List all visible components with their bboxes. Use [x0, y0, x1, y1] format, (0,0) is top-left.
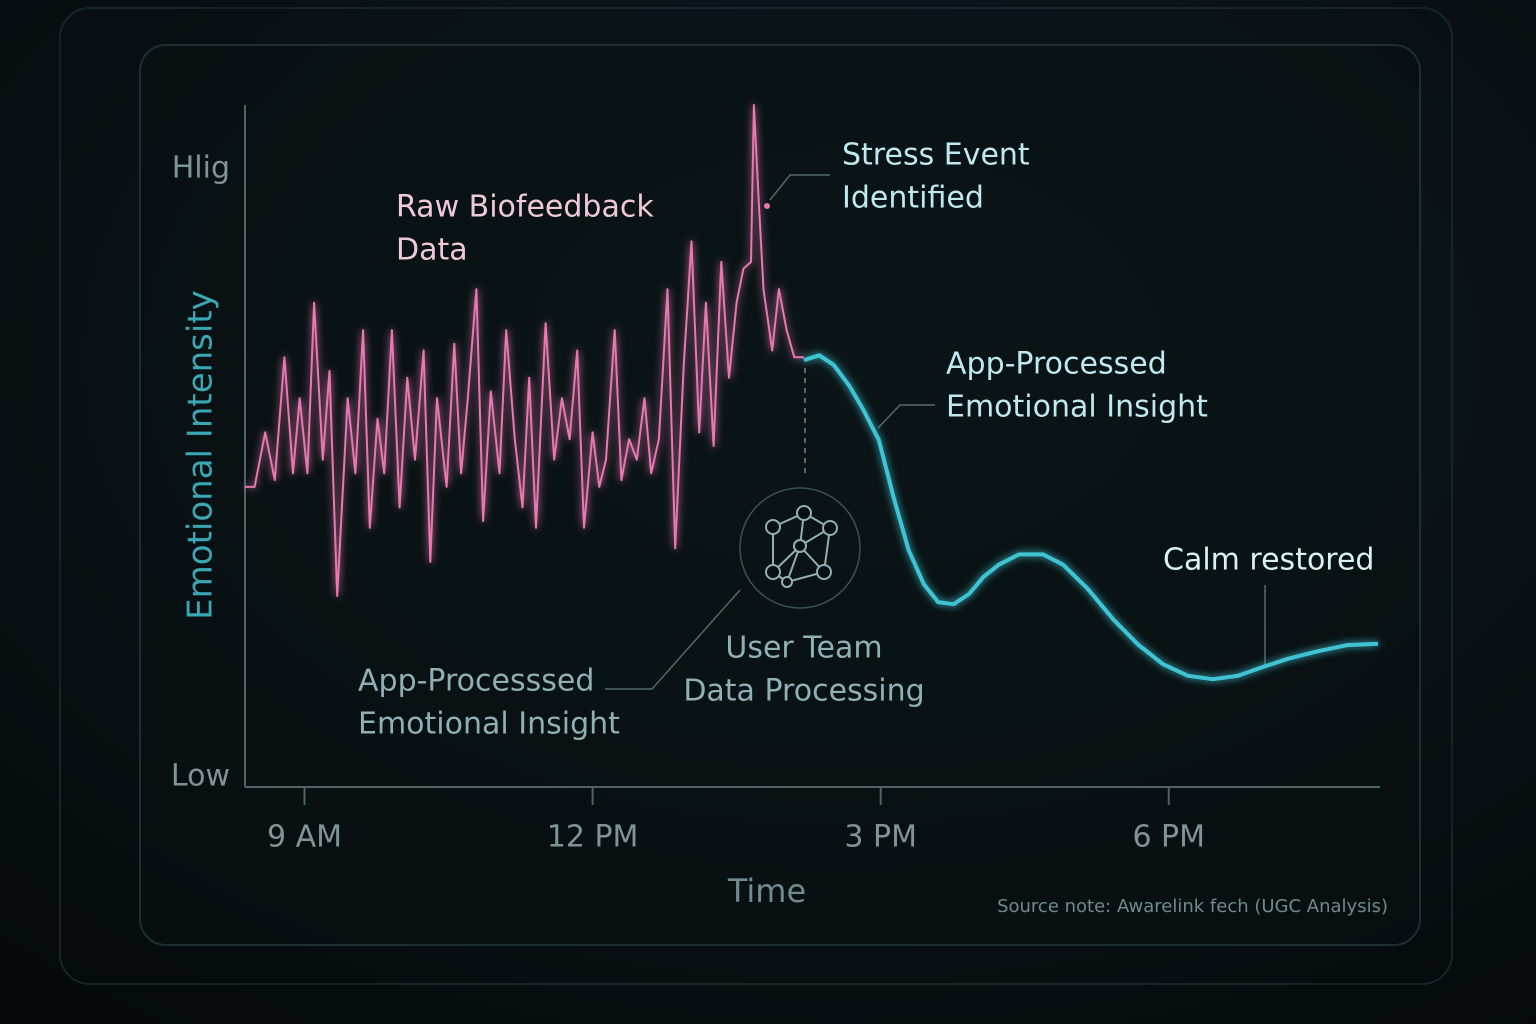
annotation: Emotional Insight: [946, 390, 1208, 425]
x-tick-label: 12 PM: [547, 820, 639, 855]
x-tick-label: 6 PM: [1132, 820, 1205, 855]
x-tick-label: 3 PM: [844, 820, 917, 855]
data-line: [803, 353, 1379, 682]
x-tick-label: 9 AM: [267, 820, 342, 855]
annotation: Stress Event: [842, 138, 1030, 173]
source-note: Source note: Awarelink fech (UGC Analysi…: [997, 896, 1388, 917]
data-line: [245, 104, 804, 597]
annotation: Data Processing: [683, 674, 924, 709]
y-axis-label: Emotional Intensity: [181, 290, 221, 620]
annotation: App-Processed: [946, 347, 1167, 382]
callout-line: [769, 174, 830, 201]
annotation: Emotional Insight: [358, 707, 620, 742]
annotation: Identified: [842, 181, 984, 216]
x-axis-label: Time: [727, 872, 806, 910]
callout-line: [605, 589, 741, 690]
y-tick-label: Hlig: [172, 151, 230, 186]
annotation: Raw Biofeedback: [396, 190, 654, 225]
annotation: Data: [396, 233, 468, 268]
outer-frame: [59, 7, 1453, 985]
y-tick-label: Low: [171, 759, 230, 794]
annotation: App-Processsed: [358, 664, 594, 699]
annotation: Calm restored: [1163, 543, 1374, 578]
peak-dot: [764, 203, 770, 209]
network-icon: [739, 487, 861, 609]
panel: [139, 44, 1421, 946]
annotation: User Team: [725, 631, 882, 666]
callout-line: [877, 404, 935, 429]
